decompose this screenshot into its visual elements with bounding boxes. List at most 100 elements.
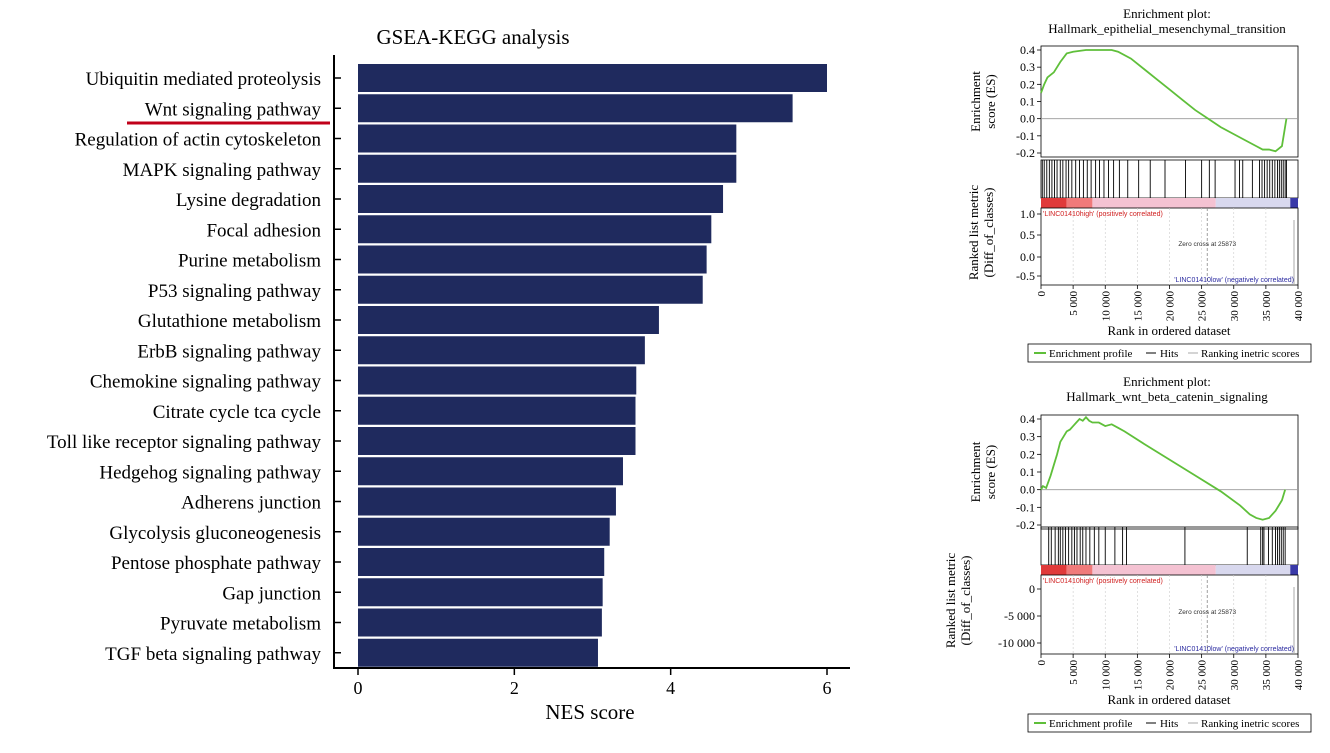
- bar: [358, 548, 605, 576]
- category-label: Lysine degradation: [176, 190, 322, 211]
- bar: [358, 366, 637, 395]
- x-ticks: 0 2 4 6: [354, 668, 832, 698]
- x-tick-label: 4: [666, 678, 675, 698]
- bar: [358, 336, 645, 365]
- x-tick-label: 0: [1036, 291, 1048, 297]
- positive-class-label: 'LINC01410high' (positively correlated): [1043, 578, 1163, 585]
- bar: [358, 306, 659, 334]
- metric-y-tick-label: 0.0: [1020, 250, 1035, 264]
- category-labels: Ubiquitin mediated proteolysis Wnt signal…: [47, 69, 341, 665]
- metric-y-axis-label: (Diff_of_classes): [958, 555, 973, 645]
- es-y-tick-label: 0.1: [1020, 95, 1035, 109]
- metric-y-axis-label: Ranked list metric: [966, 185, 981, 281]
- category-label: Glycolysis gluconeogenesis: [109, 523, 321, 544]
- es-y-tick-label: 0.1: [1020, 465, 1035, 479]
- es-y-tick-label: -0.1: [1016, 500, 1035, 514]
- category-label: Pentose phosphate pathway: [111, 553, 322, 574]
- category-label: Citrate cycle tca cycle: [153, 402, 321, 423]
- es-y-tick-label: 0.4: [1020, 43, 1035, 57]
- legend-hits-label: Hits: [1160, 348, 1178, 360]
- ramp-segment: [1041, 198, 1067, 208]
- category-label: Ubiquitin mediated proteolysis: [86, 69, 321, 90]
- bar: [358, 638, 598, 667]
- metric-panel: [1040, 574, 1299, 655]
- es-y-axis-label: score (ES): [983, 445, 998, 500]
- metric-y-tick-label: -10 000: [998, 636, 1035, 650]
- enrichment-plot-emt: Enrichment plot:Hallmark_epithelial_mese…: [966, 6, 1312, 363]
- x-tick-label: 15 000: [1132, 660, 1144, 691]
- bar: [358, 124, 737, 153]
- bar: [358, 457, 623, 486]
- es-y-tick-label: 0.0: [1020, 483, 1035, 497]
- enrichment-profile-line: [1040, 415, 1287, 521]
- category-label: TGF beta signaling pathway: [105, 644, 321, 665]
- es-y-axis-label: Enrichment: [968, 441, 983, 502]
- category-label: Adherens junction: [181, 493, 321, 514]
- x-tick-label: 30 000: [1229, 291, 1241, 322]
- x-tick-label: 5 000: [1068, 291, 1080, 316]
- category-label: Regulation of actin cytoskeleton: [75, 130, 322, 151]
- x-tick-label: 35 000: [1261, 291, 1273, 322]
- es-y-tick-label: 0.2: [1020, 447, 1035, 461]
- category-label: Hedgehog signaling pathway: [99, 462, 321, 483]
- kegg-bar-chart: GSEA-KEGG analysis Ubiquitin mediated pr…: [47, 25, 850, 724]
- metric-y-tick-label: -5 000: [1004, 609, 1035, 623]
- ramp-segment: [1215, 565, 1291, 575]
- x-tick-label: 20 000: [1165, 291, 1177, 322]
- x-tick-label: 6: [823, 678, 832, 698]
- category-label: Gap junction: [222, 583, 321, 604]
- legend: Enrichment profile Hits Ranking inetric sc…: [1027, 713, 1312, 733]
- category-label: Wnt signaling pathway: [145, 99, 322, 120]
- legend-hits-label: Hits: [1160, 718, 1178, 730]
- x-axis-label: Rank in ordered dataset: [1107, 323, 1230, 338]
- enrichment-subtitle: Hallmark_epithelial_mesenchymal_transiti…: [1048, 21, 1286, 36]
- bar: [358, 154, 737, 183]
- x-tick-label: 25 000: [1197, 660, 1209, 691]
- negative-class-label: 'LINC01410low' (negatively correlated): [1174, 646, 1294, 653]
- hits-panel: [1040, 526, 1299, 566]
- bar: [358, 578, 603, 607]
- enrichment-title: Enrichment plot:: [1123, 374, 1211, 389]
- es-y-tick-label: -0.1: [1016, 129, 1035, 143]
- es-y-tick-label: 0.4: [1020, 412, 1035, 426]
- enrichment-plot-wnt: Enrichment plot:Hallmark_wnt_beta_cateni…: [943, 374, 1312, 733]
- legend: Enrichment profile Hits Ranking inetric sc…: [1027, 343, 1312, 363]
- x-tick-label: 40 000: [1293, 660, 1305, 691]
- metric-y-tick-label: 0.5: [1020, 228, 1035, 242]
- bar: [358, 517, 610, 546]
- x-tick-label: 15 000: [1132, 291, 1144, 322]
- enrichment-title: Enrichment plot:: [1123, 6, 1211, 21]
- category-label: Glutathione metabolism: [138, 311, 321, 332]
- x-tick-label: 5 000: [1068, 660, 1080, 685]
- bar: [358, 64, 827, 92]
- metric-y-tick-label: 0: [1029, 582, 1035, 596]
- ramp-segment: [1092, 198, 1216, 208]
- legend-box: [1027, 713, 1312, 733]
- legend-box: [1027, 343, 1312, 363]
- chart-title: GSEA-KEGG analysis: [376, 25, 569, 49]
- x-tick-label: 25 000: [1197, 291, 1209, 322]
- category-label: Purine metabolism: [178, 251, 321, 272]
- legend-metric-label: Ranking inetric scores: [1201, 348, 1299, 360]
- x-tick-label: 0: [354, 678, 363, 698]
- category-label: Pyruvate metabolism: [160, 614, 321, 635]
- es-y-tick-label: 0.0: [1020, 112, 1035, 126]
- category-label: Focal adhesion: [206, 220, 321, 241]
- bar: [358, 94, 793, 123]
- category-label: P53 signaling pathway: [148, 281, 322, 302]
- ramp-segment: [1041, 565, 1067, 575]
- bar: [358, 427, 636, 455]
- metric-y-tick-label: -0.5: [1016, 269, 1035, 283]
- x-tick-label: 35 000: [1261, 660, 1273, 691]
- bar: [358, 275, 703, 304]
- metric-y-tick-label: 1.0: [1020, 207, 1035, 221]
- category-label: ErbB signaling pathway: [137, 341, 321, 362]
- enrichment-subtitle: Hallmark_wnt_beta_catenin_signaling: [1066, 389, 1268, 404]
- metric-y-axis-label: (Diff_of_classes): [981, 187, 996, 277]
- es-y-tick-label: 0.2: [1020, 77, 1035, 91]
- x-tick-label: 2: [510, 678, 519, 698]
- bar: [358, 487, 616, 516]
- es-y-tick-label: -0.2: [1016, 146, 1035, 160]
- bar: [358, 396, 636, 425]
